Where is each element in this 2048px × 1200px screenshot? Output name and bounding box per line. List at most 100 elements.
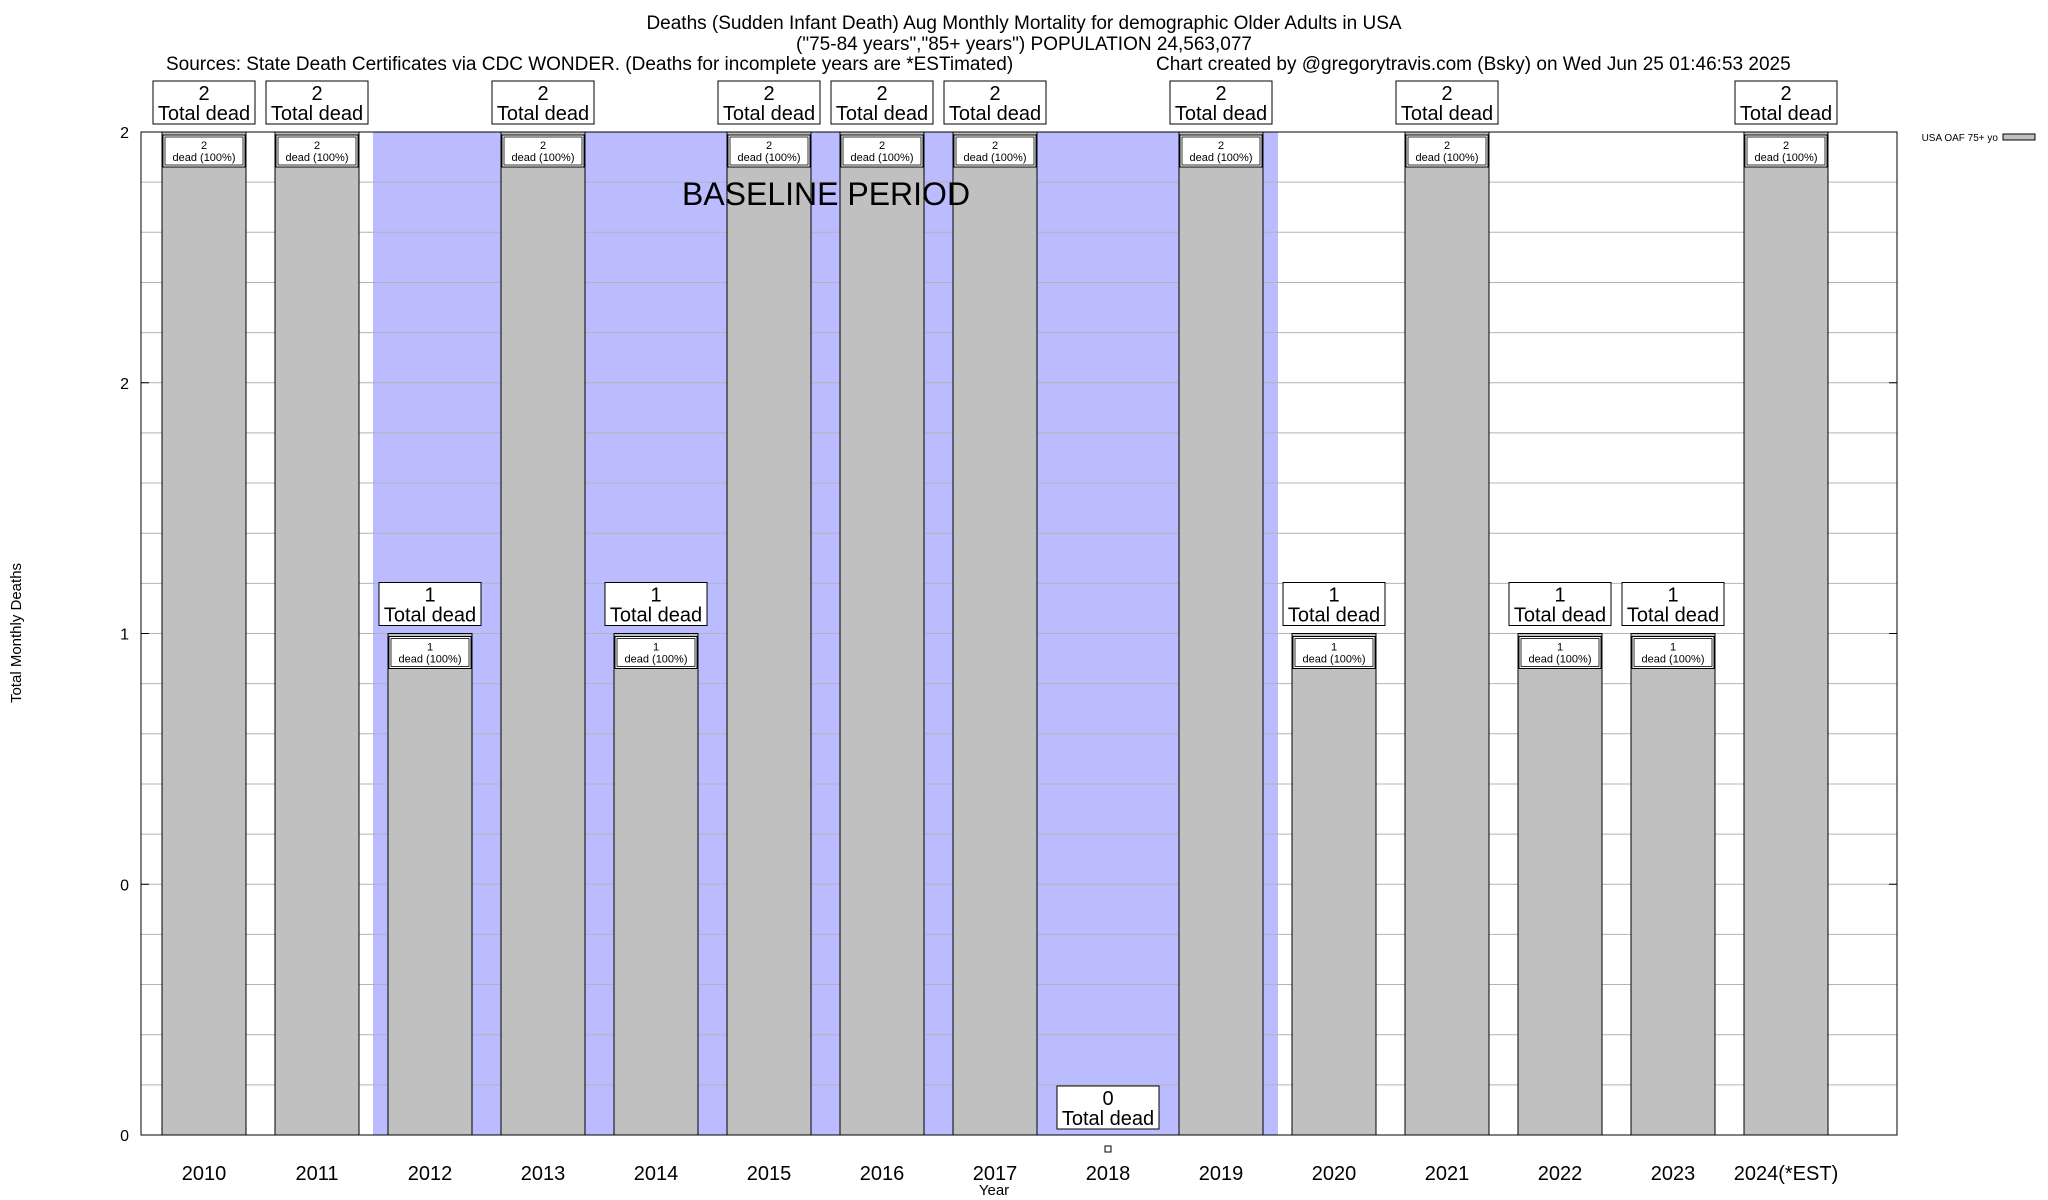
bar-total-text: Total dead (1175, 103, 1267, 125)
x-axis-ticks: 2010 2011 2012 2013 2014 2015 2016 2017 2018 2019… (182, 1163, 1839, 1185)
bar-total-value: 1 (424, 585, 435, 607)
chart-title: Deaths (Sudden Infant Death) Aug Monthly… (646, 13, 1402, 34)
x-tick-label: 2022 (1538, 1163, 1583, 1185)
total-label-box (378, 582, 482, 626)
bar-total-text: Total dead (497, 103, 589, 125)
total-label-box (1734, 80, 1838, 125)
inner-label-box-inner (1181, 136, 1261, 166)
inner-label-box-inner (729, 136, 809, 166)
x-tick-label: 2020 (1312, 1163, 1357, 1185)
total-label-box (1395, 80, 1499, 125)
inner-label-box (840, 134, 924, 168)
x-tick-label: 2011 (295, 1163, 338, 1185)
bar-inner-value: 1 (1557, 642, 1563, 654)
inner-label-box (501, 134, 585, 168)
inner-label-box (1518, 636, 1602, 669)
bar-inner-percent: dead (100%) (964, 152, 1027, 164)
zero-marker (1104, 1145, 1112, 1153)
sources-note: Sources: State Death Certificates via CD… (166, 54, 1014, 75)
inner-label-box-inner (390, 638, 470, 667)
x-tick-label: 2016 (860, 1163, 905, 1185)
x-tick-label: 2013 (521, 1163, 566, 1185)
legend-label: USA OAF 75+ yo (1922, 133, 1999, 144)
bar-inner-percent: dead (100%) (1529, 654, 1592, 666)
inner-label-box (953, 134, 1037, 168)
bar-total-text: Total dead (1514, 605, 1606, 627)
bar-inner-value: 2 (201, 140, 207, 152)
bar (387, 633, 473, 1136)
bar-inner-percent: dead (100%) (1755, 152, 1818, 164)
bar-inner-value: 2 (766, 140, 772, 152)
bar-inner-value: 1 (427, 642, 433, 654)
bar-total-value: 2 (763, 83, 774, 105)
bar-total-value: 2 (1441, 83, 1452, 105)
bar-inner-value: 2 (992, 140, 998, 152)
bar-total-text: Total dead (271, 103, 363, 125)
total-label-box (943, 80, 1047, 125)
x-tick-label: 2018 (1086, 1163, 1131, 1185)
y-tick-label: 0 (120, 877, 129, 894)
bar-inner-value: 2 (540, 140, 546, 152)
inner-label-box (614, 636, 698, 669)
bar-inner-value: 2 (1783, 140, 1789, 152)
inner-label-box-inner (1294, 638, 1374, 667)
bar (1291, 633, 1377, 1136)
bar-total-value: 2 (198, 83, 209, 105)
x-axis-label: Year (979, 1182, 1009, 1199)
total-label-box (265, 80, 369, 125)
total-label-box (717, 80, 821, 125)
inner-label-box-inner (1633, 638, 1713, 667)
chart-subtitle: ("75-84 years","85+ years") POPULATION 2… (796, 34, 1252, 55)
bar-total-text: Total dead (610, 605, 702, 627)
bar-inner-value: 2 (1444, 140, 1450, 152)
bar-inner-value: 1 (1670, 642, 1676, 654)
bar-inner-value: 2 (1218, 140, 1224, 152)
inner-label-box (1405, 134, 1489, 168)
bar-inner-percent: dead (100%) (399, 654, 462, 666)
total-label-box (1508, 582, 1612, 626)
y-tick-label: 0 (120, 1128, 129, 1145)
bar-total-text: Total dead (1288, 605, 1380, 627)
total-label-box (1621, 582, 1725, 626)
bar-total-value: 1 (650, 585, 661, 607)
bar-inner-percent: dead (100%) (1416, 152, 1479, 164)
bar-total-text: Total dead (723, 103, 815, 125)
bar-inner-percent: dead (100%) (286, 152, 349, 164)
x-tick-label: 2023 (1651, 1163, 1696, 1185)
bar-total-value: 2 (1215, 83, 1226, 105)
inner-label-box-inner (1520, 638, 1600, 667)
bar-total-value: 2 (311, 83, 322, 105)
bar (613, 633, 699, 1136)
inner-label-box-inner (503, 136, 583, 166)
y-tick-label: 2 (120, 125, 129, 142)
x-tick-label: 2012 (408, 1163, 453, 1185)
total-label-box (1056, 1085, 1160, 1130)
total-label-box (604, 582, 708, 626)
inner-label-box (388, 636, 472, 669)
bar-inner-percent: dead (100%) (1303, 654, 1366, 666)
bar (1630, 633, 1716, 1136)
inner-label-box-inner (955, 136, 1035, 166)
bar-inner-percent: dead (100%) (851, 152, 914, 164)
bar-inner-value: 2 (314, 140, 320, 152)
y-tick-label: 1 (120, 627, 129, 644)
x-tick-label: 2014 (634, 1163, 679, 1185)
